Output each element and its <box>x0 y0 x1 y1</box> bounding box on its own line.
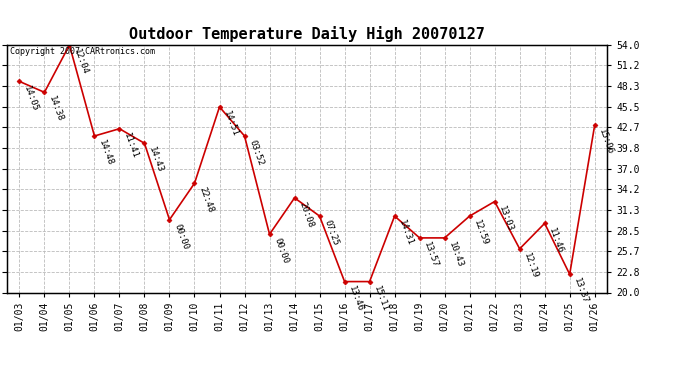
Text: 13:03: 13:03 <box>497 204 515 232</box>
Title: Outdoor Temperature Daily High 20070127: Outdoor Temperature Daily High 20070127 <box>129 27 485 42</box>
Text: 00:00: 00:00 <box>172 222 190 251</box>
Text: 14:51: 14:51 <box>222 110 240 138</box>
Text: 11:41: 11:41 <box>122 132 140 160</box>
Text: 12:04: 12:04 <box>72 48 90 76</box>
Text: 11:46: 11:46 <box>547 226 565 255</box>
Text: 14:48: 14:48 <box>97 139 115 167</box>
Text: 10:43: 10:43 <box>447 241 465 269</box>
Text: 13:37: 13:37 <box>573 277 590 305</box>
Text: 15:06: 15:06 <box>598 128 615 156</box>
Text: 13:57: 13:57 <box>422 241 440 269</box>
Text: 07:25: 07:25 <box>322 219 340 247</box>
Text: 12:59: 12:59 <box>473 219 490 247</box>
Text: 03:52: 03:52 <box>247 139 265 167</box>
Text: 13:46: 13:46 <box>347 284 365 313</box>
Text: 00:00: 00:00 <box>273 237 290 266</box>
Text: 22:48: 22:48 <box>197 186 215 214</box>
Text: 12:19: 12:19 <box>522 252 540 280</box>
Text: 14:38: 14:38 <box>47 95 65 123</box>
Text: 14:43: 14:43 <box>147 146 165 174</box>
Text: Copyright 2007 CARtronics.com: Copyright 2007 CARtronics.com <box>10 48 155 57</box>
Text: 14:31: 14:31 <box>397 219 415 247</box>
Text: 20:08: 20:08 <box>297 201 315 229</box>
Text: 15:11: 15:11 <box>373 284 390 313</box>
Text: 14:05: 14:05 <box>22 84 40 112</box>
